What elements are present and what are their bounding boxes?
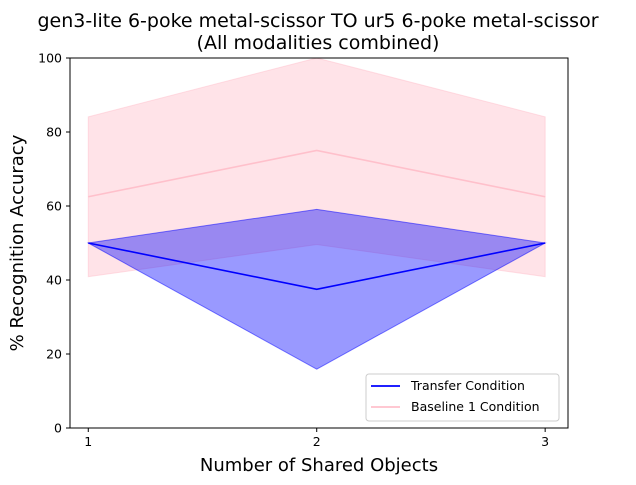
x-tick-label: 1 (84, 434, 92, 449)
x-axis-label: Number of Shared Objects (200, 455, 438, 476)
legend-box (365, 373, 560, 422)
y-tick-label: 80 (46, 125, 62, 140)
y-tick-label: 40 (46, 273, 62, 288)
chart-title-line-1: gen3-lite 6-poke metal-scissor TO ur5 6-… (37, 10, 598, 32)
legend-label-transfer: Transfer Condition (410, 378, 525, 393)
x-tick-label: 3 (541, 434, 549, 449)
y-tick-label: 20 (46, 347, 62, 362)
y-tick-label: 0 (54, 421, 62, 436)
legend: Transfer Condition Baseline 1 Condition (365, 373, 560, 422)
confidence-bands (86, 57, 547, 370)
y-tick-label: 60 (46, 199, 62, 214)
series-lines (88, 149, 546, 291)
y-axis-ticks: 0 20 40 60 80 100 (38, 51, 70, 436)
line-baseline-1-condition (88, 149, 546, 198)
plot-frame (69, 57, 569, 429)
legend-label-baseline: Baseline 1 Condition (411, 399, 540, 414)
line-transfer-condition (88, 242, 546, 291)
y-tick-label: 100 (38, 51, 62, 66)
y-axis-label: % Recognition Accuracy (7, 134, 28, 351)
x-tick-label: 2 (313, 434, 321, 449)
chart-title-line-2: (All modalities combined) (197, 32, 440, 54)
x-axis-ticks: 1 2 3 (84, 428, 549, 449)
